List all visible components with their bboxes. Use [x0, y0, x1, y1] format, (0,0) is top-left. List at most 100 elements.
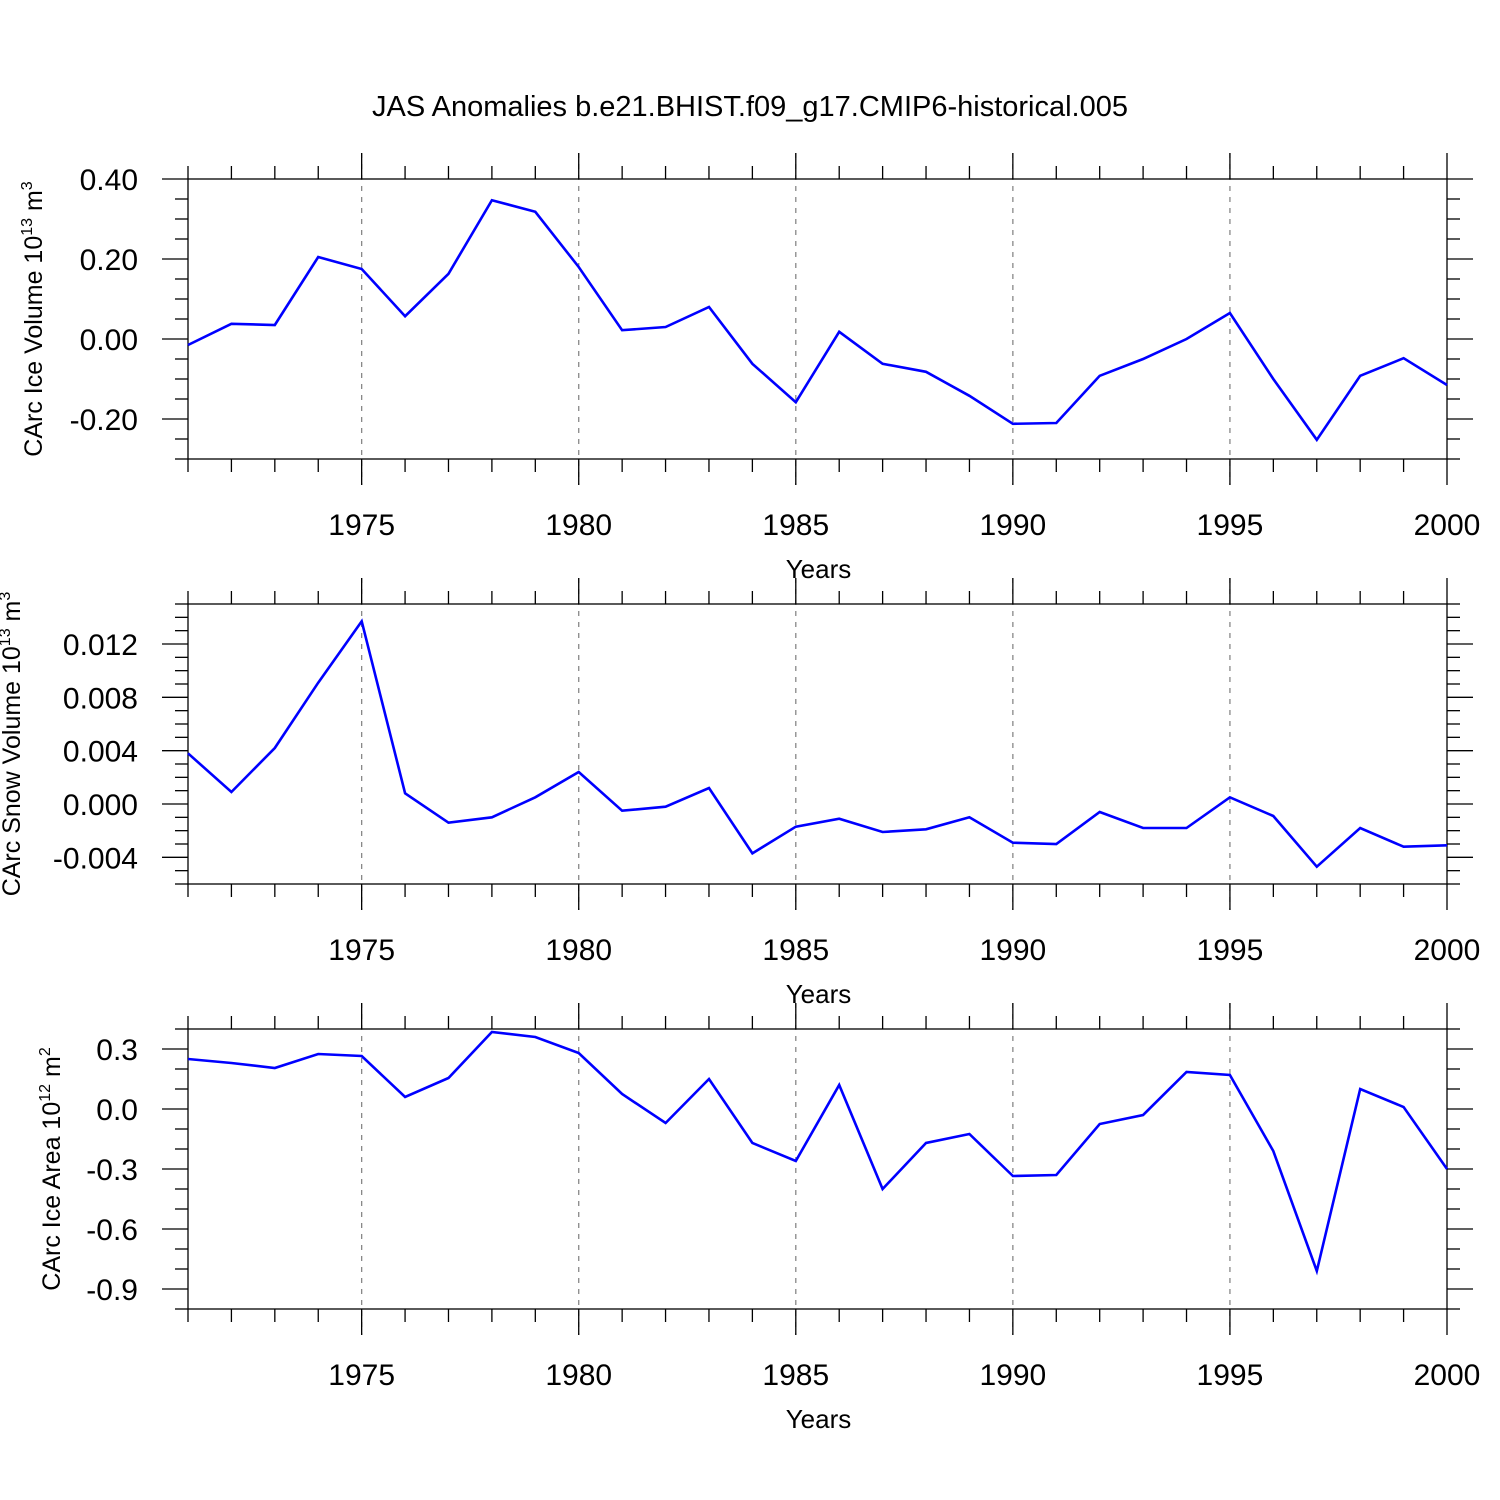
data-point: [490, 1030, 494, 1034]
x-tick-label: 2000: [1414, 1359, 1481, 1392]
data-point: [664, 1121, 668, 1125]
data-point: [1315, 438, 1319, 442]
data-point: [1054, 421, 1058, 425]
y-tick-label: -0.004: [53, 842, 138, 875]
series-line: [187, 1030, 1449, 1276]
data-point: [1011, 841, 1015, 845]
data-point: [229, 322, 233, 326]
data-point: [316, 1052, 320, 1056]
data-point: [794, 825, 798, 829]
data-point: [924, 370, 928, 374]
data-point: [403, 314, 407, 318]
data-point: [1054, 1173, 1058, 1177]
data-point: [1228, 795, 1232, 799]
data-point: [1315, 865, 1319, 869]
y-tick-label: 0.3: [96, 1034, 138, 1067]
data-point: [881, 1187, 885, 1191]
data-point: [750, 362, 754, 366]
chart-panel-1: 0.40 0.20 0.00 -0.20 1975 1980 1985 1990 1995 200…: [19, 153, 1480, 584]
data-point: [620, 809, 624, 813]
data-point: [1358, 1087, 1362, 1091]
data-point: [837, 817, 841, 821]
data-point: [1011, 1174, 1015, 1178]
data-point: [707, 786, 711, 790]
data-point: [273, 1066, 277, 1070]
data-point: [360, 619, 364, 623]
data-point: [1228, 311, 1232, 315]
x-axis-title: Years: [786, 979, 852, 1009]
data-point: [1185, 826, 1189, 830]
data-point: [837, 1083, 841, 1087]
data-point: [794, 400, 798, 404]
data-point: [1358, 826, 1362, 830]
data-point: [1185, 337, 1189, 341]
data-point: [577, 265, 581, 269]
data-point: [1315, 1269, 1319, 1273]
chart-panel-3: 0.3 0.0 -0.3 -0.6 -0.9 1975 1980 1985 1990 1995 20…: [37, 1003, 1480, 1434]
data-point: [1228, 1073, 1232, 1077]
x-tick-label: 1975: [328, 509, 395, 542]
data-point: [664, 325, 668, 329]
data-point: [881, 362, 885, 366]
data-point: [1011, 422, 1015, 426]
x-tick-label: 1990: [979, 1359, 1046, 1392]
data-point: [1054, 842, 1058, 846]
chart-panel-2: 0.012 0.008 0.004 0.000 -0.004 1975 1980 1985 19…: [0, 578, 1480, 1009]
data-point: [1445, 843, 1449, 847]
data-point: [229, 790, 233, 794]
data-point: [490, 815, 494, 819]
data-point: [750, 851, 754, 855]
x-axis-title: Years: [786, 1404, 852, 1434]
x-tick-label: 1975: [328, 934, 395, 967]
data-point: [1185, 1070, 1189, 1074]
x-tick-label: 1995: [1197, 509, 1264, 542]
data-point: [186, 343, 190, 347]
data-point: [316, 681, 320, 685]
data-point: [1141, 357, 1145, 361]
y-axis-title: CArc Snow Volume 1013 m3: [0, 592, 26, 897]
y-tick-label: 0.00: [80, 324, 138, 357]
chart-title: JAS Anomalies b.e21.BHIST.f09_g17.CMIP6-…: [372, 91, 1128, 123]
data-point: [490, 198, 494, 202]
x-axis-title: Years: [786, 554, 852, 584]
data-point: [1098, 374, 1102, 378]
x-tick-label: 1995: [1197, 1359, 1264, 1392]
data-point: [1141, 826, 1145, 830]
data-point: [1445, 383, 1449, 387]
x-tick-label: 1980: [545, 1359, 612, 1392]
y-axis-title: CArc Ice Volume 1013 m3: [19, 181, 48, 457]
data-point: [186, 751, 190, 755]
data-point: [1098, 1122, 1102, 1126]
x-tick-label: 1985: [762, 1359, 829, 1392]
data-point: [316, 255, 320, 259]
y-tick-label: -0.20: [70, 404, 138, 437]
series-line: [187, 198, 1448, 443]
x-tick-label: 1985: [762, 934, 829, 967]
data-point: [533, 210, 537, 214]
y-tick-label: 0.012: [63, 629, 138, 662]
data-point: [403, 791, 407, 795]
data-point: [967, 394, 971, 398]
data-point: [533, 1035, 537, 1039]
data-point: [446, 1076, 450, 1080]
data-point: [1358, 374, 1362, 378]
x-tick-label: 2000: [1414, 934, 1481, 967]
y-axis-title: CArc Ice Area 1012 m2: [37, 1047, 66, 1291]
data-point: [229, 1061, 233, 1065]
data-point: [273, 746, 277, 750]
data-point: [881, 830, 885, 834]
data-point: [750, 1141, 754, 1145]
data-point: [360, 267, 364, 271]
data-point: [1271, 377, 1275, 381]
data-point: [446, 821, 450, 825]
plot-frame: [187, 178, 1448, 460]
data-point: [967, 815, 971, 819]
data-point: [446, 272, 450, 276]
data-point: [664, 805, 668, 809]
plot-frame: [187, 603, 1448, 885]
data-point: [1402, 356, 1406, 360]
x-tick-label: 1980: [545, 934, 612, 967]
data-point: [533, 795, 537, 799]
data-point: [186, 1057, 190, 1061]
